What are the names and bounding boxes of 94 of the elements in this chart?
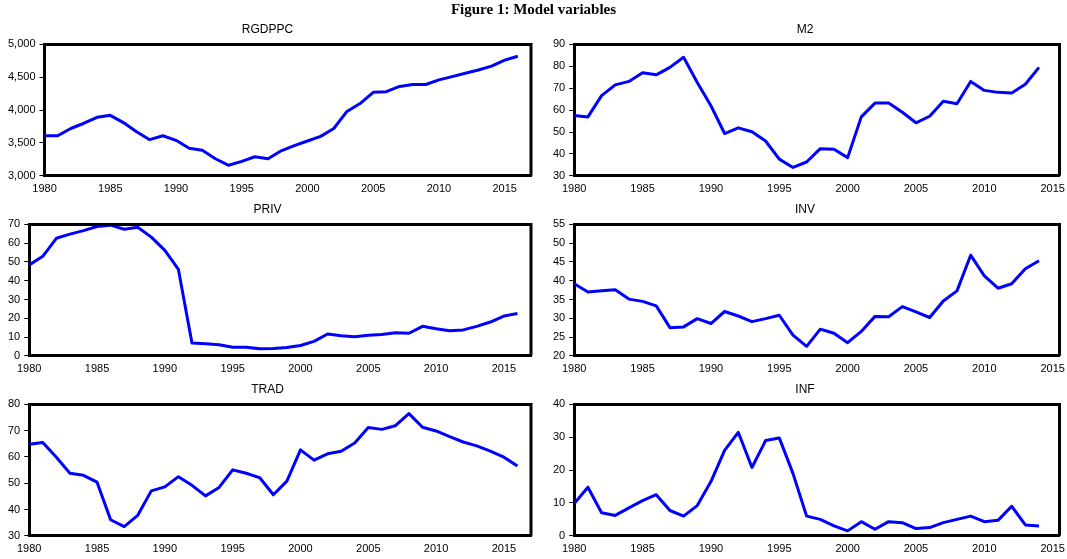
y-tick-label: 70 xyxy=(7,217,21,230)
y-tick-label: 30 xyxy=(552,311,566,324)
y-tick-label: 20 xyxy=(7,311,21,324)
x-tick-label: 1995 xyxy=(767,362,792,375)
x-tick-label: 1980 xyxy=(561,542,587,555)
x-tick-label: 1990 xyxy=(163,182,189,195)
x-tick-label: 2010 xyxy=(426,182,452,195)
y-tick-label: 0 xyxy=(559,528,566,541)
x-tick-label: 1985 xyxy=(84,362,110,375)
y-tick-label: 40 xyxy=(7,273,21,286)
x-tick-label: 1980 xyxy=(561,362,587,375)
x-tick-label: 1995 xyxy=(767,182,792,195)
y-tick-label: 30 xyxy=(7,528,21,541)
x-tick-label: 2015 xyxy=(1040,542,1065,555)
y-tick-label: 40 xyxy=(552,146,566,159)
x-tick-label: 1985 xyxy=(98,182,123,195)
x-tick-label: 2000 xyxy=(288,542,313,555)
x-tick-label: 1995 xyxy=(229,182,254,195)
x-tick-label: 2000 xyxy=(835,542,860,555)
y-tick-label: 60 xyxy=(7,236,21,249)
y-tick-label: 10 xyxy=(552,495,566,508)
y-tick-label: 40 xyxy=(7,502,21,515)
y-tick-label: 90 xyxy=(552,37,566,50)
y-tick-label: 5,000 xyxy=(8,37,36,50)
caption: Figure 1: Model variables xyxy=(449,0,618,18)
x-tick-label: 2015 xyxy=(1040,362,1065,375)
x-tick-label: 2005 xyxy=(903,362,929,375)
y-tick-label: 40 xyxy=(552,273,566,286)
x-tick-label: 2005 xyxy=(356,362,381,375)
y-tick-label: 80 xyxy=(7,397,21,410)
y-tick-label: 4,500 xyxy=(8,70,36,83)
x-tick-label: 2005 xyxy=(903,542,929,555)
x-tick-label: 1990 xyxy=(152,542,178,555)
x-tick-label: 2015 xyxy=(492,182,517,195)
x-tick-label: 1980 xyxy=(16,542,42,555)
x-tick-label: 2010 xyxy=(972,182,997,195)
y-tick-label: 25 xyxy=(552,330,566,343)
y-tick-label: 50 xyxy=(552,125,566,138)
chart-title: M2 xyxy=(796,21,814,36)
x-tick-label: 1990 xyxy=(698,182,724,195)
x-tick-label: 1985 xyxy=(84,542,110,555)
x-tick-label: 1990 xyxy=(698,542,724,555)
x-tick-label: 2000 xyxy=(295,182,320,195)
x-tick-label: 1995 xyxy=(220,542,245,555)
y-tick-label: 55 xyxy=(552,217,566,230)
x-tick-label: 1995 xyxy=(767,542,792,555)
x-tick-label: 1985 xyxy=(630,542,655,555)
y-tick-label: 3,500 xyxy=(8,135,36,148)
y-tick-label: 50 xyxy=(7,476,21,489)
x-tick-label: 1980 xyxy=(561,182,587,195)
x-tick-label: 2010 xyxy=(423,542,449,555)
chart-title: PRIV xyxy=(253,201,282,216)
x-tick-label: 1990 xyxy=(698,362,724,375)
x-tick-label: 1995 xyxy=(220,362,245,375)
x-tick-label: 2015 xyxy=(491,362,517,375)
x-tick-label: 2010 xyxy=(423,362,449,375)
x-tick-label: 2005 xyxy=(903,182,929,195)
x-tick-label: 2015 xyxy=(491,542,517,555)
y-tick-label: 10 xyxy=(7,330,21,343)
x-tick-label: 2000 xyxy=(835,182,860,195)
y-tick-label: 70 xyxy=(552,81,566,94)
x-tick-label: 1985 xyxy=(630,182,655,195)
chart-title: INF xyxy=(795,381,815,396)
y-tick-label: 35 xyxy=(552,292,566,305)
y-tick-label: 40 xyxy=(552,397,566,410)
x-tick-label: 1980 xyxy=(16,362,42,375)
y-tick-label: 4,000 xyxy=(8,103,36,116)
x-tick-label: 2005 xyxy=(360,182,386,195)
y-tick-label: 30 xyxy=(552,168,566,181)
x-tick-label: 1990 xyxy=(152,362,178,375)
chart-title: INV xyxy=(794,201,816,216)
y-tick-label: 30 xyxy=(552,430,566,443)
y-tick-label: 45 xyxy=(552,254,566,267)
chart-title: TRAD xyxy=(251,381,285,396)
chart-title: RGDPPC xyxy=(241,21,294,36)
y-tick-label: 3,000 xyxy=(8,168,36,181)
y-tick-label: 50 xyxy=(552,236,566,249)
y-tick-label: 50 xyxy=(7,254,21,267)
y-tick-label: 20 xyxy=(552,463,566,476)
y-tick-label: 30 xyxy=(7,292,21,305)
x-tick-label: 2000 xyxy=(288,362,313,375)
x-tick-label: 2015 xyxy=(1040,182,1065,195)
x-tick-label: 2010 xyxy=(972,362,997,375)
x-tick-label: 1980 xyxy=(32,182,57,195)
y-tick-label: 20 xyxy=(552,348,566,361)
x-tick-label: 2000 xyxy=(835,362,860,375)
y-tick-label: 60 xyxy=(7,449,21,462)
y-tick-label: 60 xyxy=(552,103,566,116)
x-tick-label: 1985 xyxy=(630,362,655,375)
x-tick-label: 2005 xyxy=(356,542,381,555)
y-tick-label: 0 xyxy=(14,348,21,361)
y-tick-label: 80 xyxy=(552,59,566,72)
y-tick-label: 70 xyxy=(7,423,21,436)
x-tick-label: 2010 xyxy=(972,542,997,555)
